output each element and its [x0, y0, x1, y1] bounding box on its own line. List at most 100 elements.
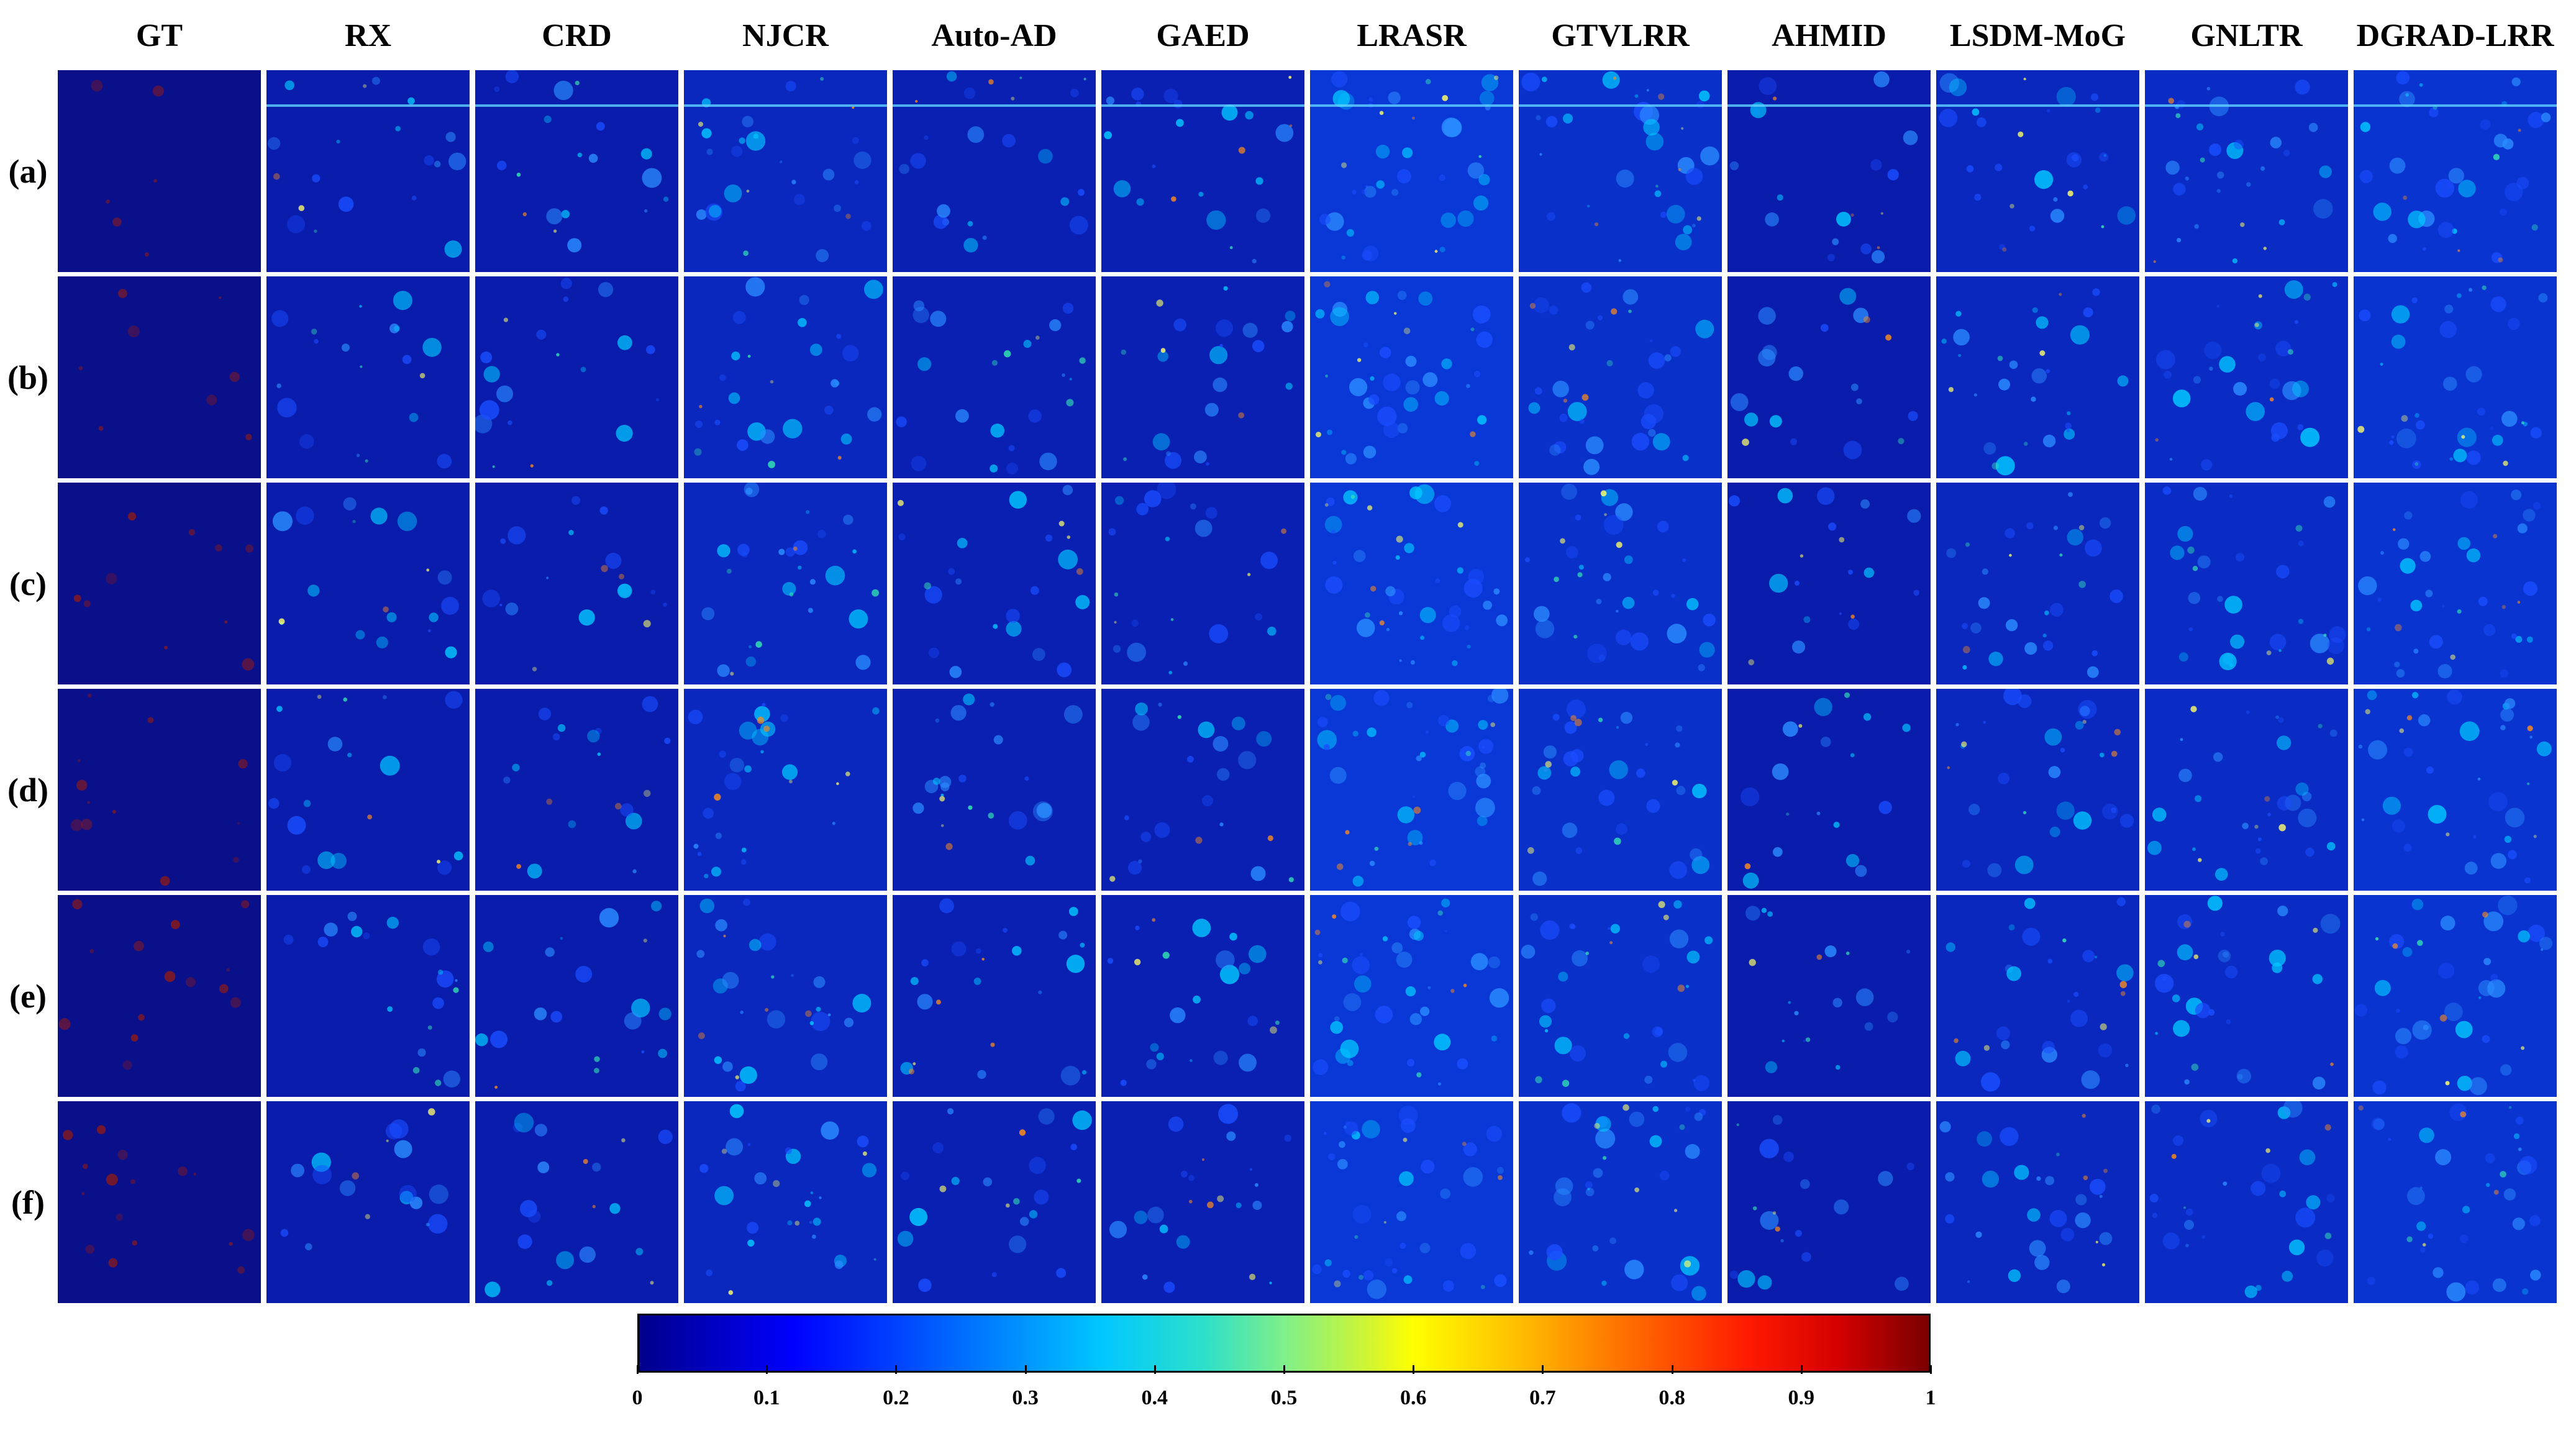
- heat-blob: [1648, 429, 1656, 437]
- heat-blob: [2219, 356, 2236, 373]
- heat-blob: [1420, 635, 1425, 640]
- heat-blob: [2209, 143, 2222, 156]
- heat-blob: [737, 439, 749, 451]
- runway-stripe: [1727, 104, 1931, 107]
- heat-blob: [1006, 462, 1018, 475]
- heat-blob: [494, 1086, 498, 1089]
- heat-blob: [739, 1066, 757, 1084]
- heat-blob: [118, 289, 127, 298]
- heat-blob: [1190, 1059, 1193, 1062]
- heat-blob: [2185, 176, 2189, 181]
- heat-blob: [402, 355, 412, 365]
- heat-blob: [1198, 721, 1215, 738]
- heat-blob: [496, 385, 513, 402]
- heat-blob: [809, 579, 816, 585]
- heat-blob: [1386, 628, 1390, 632]
- heat-blob: [1494, 1274, 1507, 1287]
- heat-blob: [1470, 431, 1476, 437]
- heat-blob: [765, 1007, 769, 1012]
- heat-blob: [1024, 776, 1029, 781]
- heat-blob: [2109, 589, 2123, 603]
- heat-blob: [233, 857, 239, 863]
- heat-blob: [2483, 911, 2504, 932]
- heat-blob: [193, 1173, 196, 1176]
- heat-blob: [1962, 646, 1970, 653]
- heat-blob: [2429, 635, 2443, 649]
- heat-blob: [2517, 601, 2521, 604]
- heat-blob: [698, 122, 703, 127]
- heat-blob: [2206, 87, 2211, 91]
- heat-blob: [507, 420, 512, 425]
- heat-blob: [2402, 947, 2413, 957]
- heat-blob: [1452, 660, 1458, 666]
- heat-blob: [1814, 698, 1832, 716]
- heat-blob: [1630, 632, 1649, 651]
- heat-blob: [1824, 945, 1837, 958]
- heat-blob: [2500, 708, 2514, 722]
- heat-blob: [1608, 927, 1611, 930]
- heat-blob: [1737, 1270, 1755, 1288]
- heat-blob: [83, 600, 91, 607]
- heat-blob: [130, 1179, 135, 1184]
- heat-blob: [1373, 690, 1390, 706]
- heat-blob: [1631, 432, 1650, 451]
- heat-blob: [1678, 168, 1682, 171]
- heat-blob: [1121, 349, 1127, 355]
- heat-blob: [312, 174, 321, 183]
- heat-blob: [1379, 620, 1385, 625]
- heat-blob: [1736, 1123, 1739, 1127]
- heat-blob: [2437, 664, 2452, 679]
- heat-blob: [1995, 456, 2015, 476]
- heat-blob: [1160, 348, 1166, 353]
- heat-blob: [1403, 1275, 1413, 1284]
- heat-blob: [1008, 445, 1015, 452]
- heat-blob: [311, 329, 317, 335]
- heat-blob: [862, 1163, 876, 1178]
- heat-blob: [1462, 1142, 1467, 1147]
- heat-blob: [1114, 496, 1124, 505]
- heat-blob: [837, 456, 842, 460]
- heat-blob: [635, 1248, 644, 1256]
- heat-blob: [380, 755, 400, 776]
- heat-blob: [2172, 994, 2180, 1002]
- heat-blob: [918, 1278, 932, 1293]
- heat-blob: [1657, 520, 1669, 533]
- heat-blob: [1637, 382, 1654, 399]
- heat-blob: [2200, 1109, 2218, 1127]
- heat-blob: [1331, 71, 1348, 88]
- heat-blob: [715, 832, 722, 839]
- heat-blob: [714, 419, 721, 425]
- heat-blob: [755, 641, 762, 648]
- heat-blob: [2044, 610, 2049, 616]
- heat-blob: [530, 464, 534, 468]
- heat-blob: [2023, 78, 2026, 81]
- heat-blob: [1496, 614, 1508, 627]
- heat-blob: [2422, 1243, 2426, 1247]
- heat-blob: [1219, 822, 1224, 827]
- heat-blob: [950, 705, 967, 721]
- heat-blob: [2492, 1278, 2506, 1293]
- heat-blob: [2070, 1009, 2088, 1027]
- heat-blob: [1337, 93, 1355, 110]
- heat-blob: [242, 1229, 255, 1242]
- heat-blob: [897, 499, 904, 506]
- heat-blob: [1168, 1116, 1184, 1132]
- heat-blob: [2444, 1002, 2463, 1021]
- heat-blob: [2295, 525, 2303, 532]
- heat-blob: [443, 1070, 460, 1088]
- heat-blob: [1601, 1280, 1607, 1286]
- heat-blob: [1076, 1178, 1081, 1183]
- heat-blob: [2500, 208, 2507, 216]
- heat-blob: [1634, 1187, 1639, 1193]
- heat-blob: [1902, 724, 1911, 732]
- heat-blob: [1955, 311, 1962, 317]
- heat-blob: [2100, 1023, 2107, 1030]
- heat-blob: [1229, 246, 1233, 250]
- heat-blob: [2476, 729, 2480, 733]
- heat-blob: [1384, 1258, 1393, 1267]
- heat-blob: [728, 392, 740, 404]
- heat-blob: [798, 565, 802, 570]
- heat-blob: [2193, 376, 2201, 384]
- heat-blob: [2083, 1175, 2088, 1181]
- heat-blob: [276, 383, 281, 388]
